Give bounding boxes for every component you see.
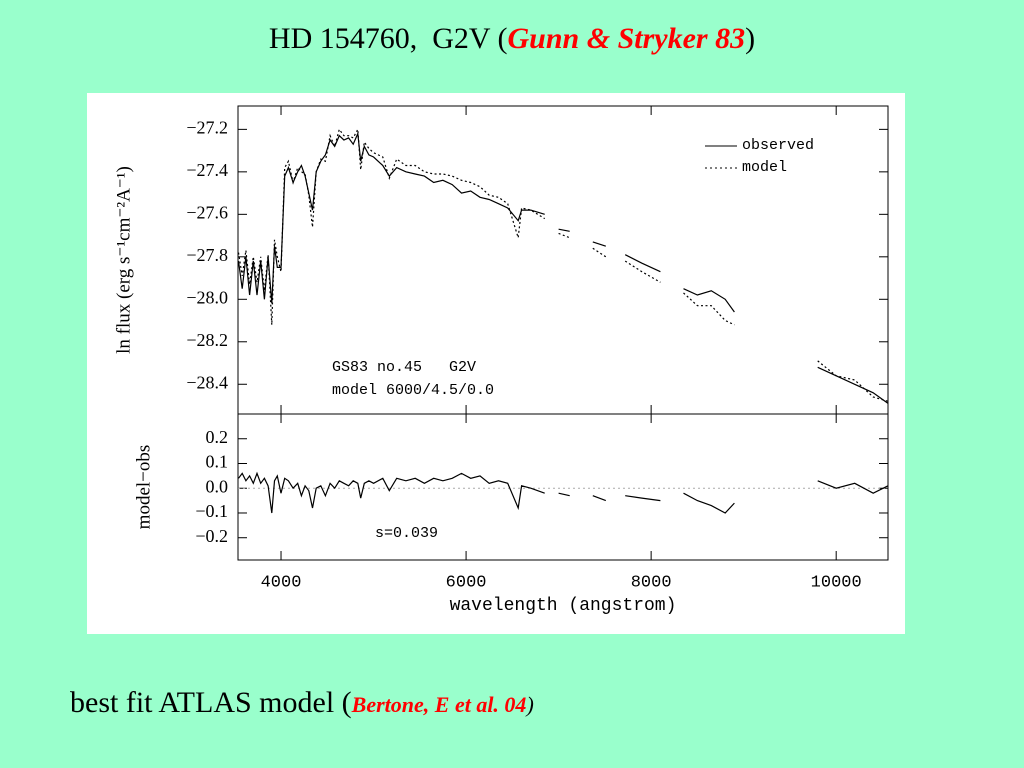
data-line bbox=[238, 471, 889, 514]
data-line bbox=[237, 131, 889, 404]
plot-frame bbox=[237, 413, 889, 561]
x-tick-label: 8000 bbox=[631, 573, 672, 592]
slide-title: HD 154760, G2V (Gunn & Stryker 83) bbox=[0, 22, 1024, 56]
y-tick-label: −28.4 bbox=[186, 372, 228, 392]
y-tick-label: −28.0 bbox=[186, 287, 228, 307]
y-tick-label: −27.4 bbox=[186, 160, 228, 180]
legend-label: model bbox=[742, 159, 787, 176]
title-citation: Gunn & Stryker 83 bbox=[507, 22, 746, 55]
x-tick-label: 10000 bbox=[811, 573, 862, 592]
title-close: ) bbox=[745, 22, 756, 55]
data-line bbox=[237, 127, 889, 402]
caption-text: best fit ATLAS model ( bbox=[70, 686, 352, 719]
legend-label: observed bbox=[742, 137, 814, 154]
y-axis-label: ln flux (erg s⁻¹cm⁻²A⁻¹) bbox=[113, 166, 134, 354]
annotation: GS83 no.45 G2V bbox=[332, 359, 476, 376]
caption-citation: Bertone, E et al. 04 bbox=[351, 692, 527, 717]
x-axis-label: wavelength (angstrom) bbox=[450, 596, 677, 616]
y-tick-label: −28.2 bbox=[186, 330, 228, 350]
y-tick-label: −0.2 bbox=[195, 526, 228, 546]
caption: best fit ATLAS model (Bertone, E et al. … bbox=[70, 686, 534, 720]
x-tick-label: 4000 bbox=[261, 573, 302, 592]
x-tick-label: 6000 bbox=[446, 573, 487, 592]
chart-panel bbox=[87, 93, 905, 634]
y-axis-label: model−obs bbox=[133, 445, 154, 530]
y-tick-label: 0.1 bbox=[206, 452, 229, 472]
caption-close: ) bbox=[526, 692, 534, 717]
title-text: HD 154760, G2V ( bbox=[268, 22, 508, 55]
annotation: model 6000/4.5/0.0 bbox=[332, 382, 494, 399]
y-tick-label: 0.2 bbox=[206, 427, 229, 447]
y-tick-label: −27.8 bbox=[186, 245, 228, 265]
y-tick-label: −27.6 bbox=[186, 202, 228, 222]
y-tick-label: −0.1 bbox=[195, 501, 228, 521]
y-tick-label: −27.2 bbox=[186, 117, 228, 137]
y-tick-label: 0.0 bbox=[206, 476, 229, 496]
annotation: s=0.039 bbox=[375, 525, 438, 542]
